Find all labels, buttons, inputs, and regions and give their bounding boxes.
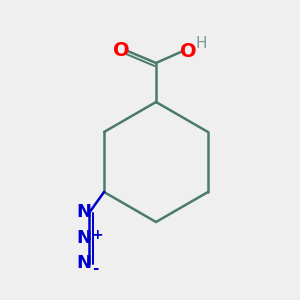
Text: O: O	[112, 40, 129, 60]
Text: +: +	[92, 228, 103, 242]
Text: O: O	[180, 42, 197, 62]
Text: N: N	[76, 203, 91, 221]
Text: N: N	[76, 229, 91, 247]
Text: N: N	[76, 254, 91, 272]
Text: -: -	[92, 261, 99, 276]
Text: H: H	[196, 36, 207, 51]
